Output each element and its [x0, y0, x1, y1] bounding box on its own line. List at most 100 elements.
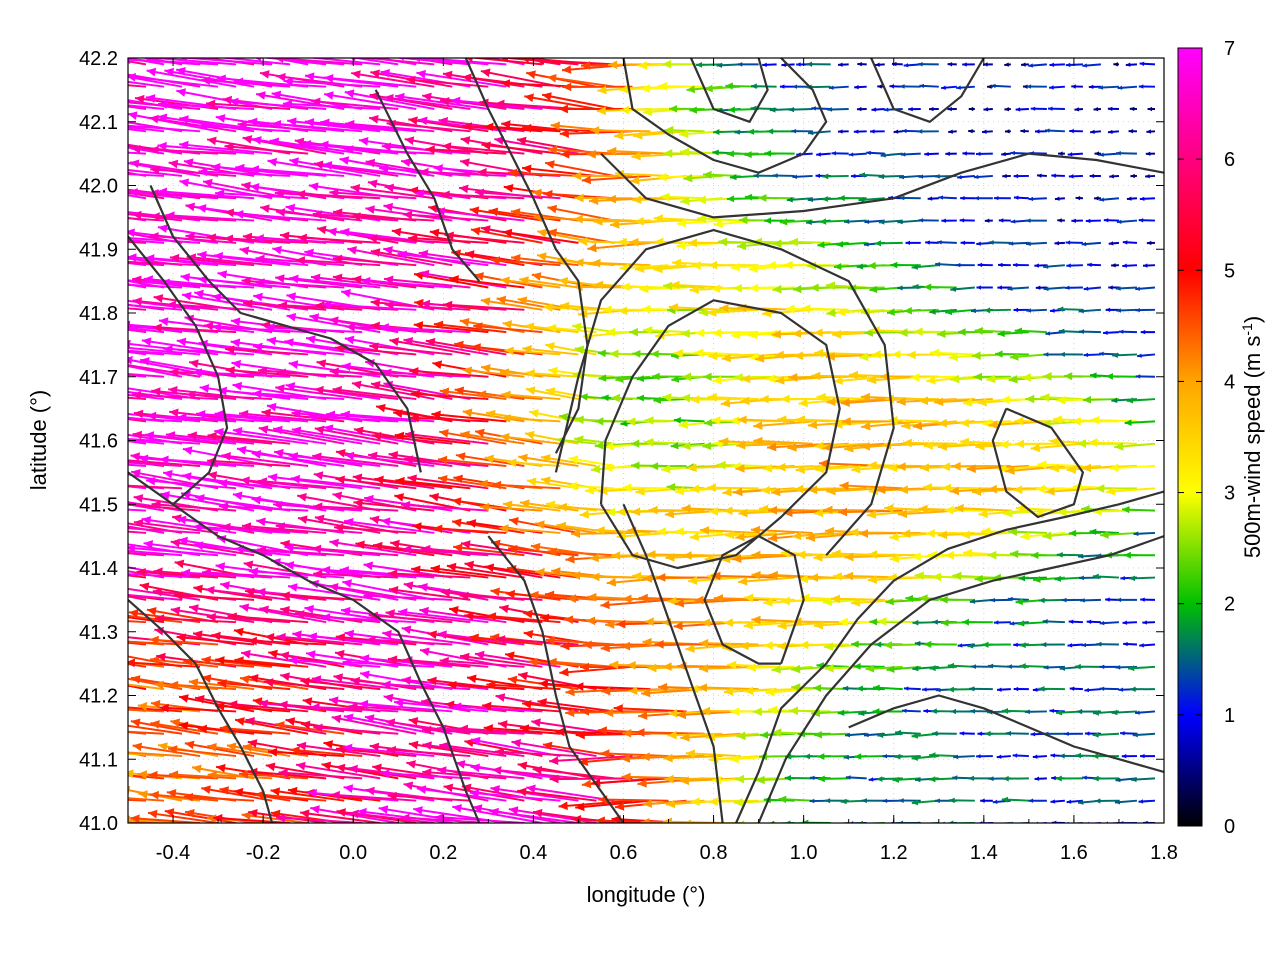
wind-vector	[546, 75, 615, 88]
wind-arrowhead	[590, 572, 600, 582]
wind-vector	[474, 191, 561, 200]
wind-arrowhead	[993, 195, 999, 201]
wind-arrowhead	[1109, 463, 1119, 473]
wind-vector	[218, 481, 309, 490]
wind-arrowhead	[680, 393, 691, 403]
wind-arrowhead	[306, 335, 316, 344]
wind-arrowhead	[962, 398, 973, 407]
wind-arrowhead	[986, 374, 996, 384]
wind-arrowhead	[718, 237, 728, 247]
wind-arrowhead	[176, 66, 186, 76]
wind-arrowhead	[170, 718, 181, 728]
wind-arrowhead	[334, 344, 345, 353]
wind-vector	[159, 706, 237, 713]
wind-arrowhead	[329, 316, 339, 325]
wind-arrowhead	[502, 500, 513, 510]
wind-arrowhead	[918, 396, 929, 406]
wind-arrowhead	[861, 421, 871, 431]
wind-arrowhead	[923, 640, 932, 648]
wind-vector	[433, 322, 507, 334]
wind-vector	[128, 595, 147, 601]
wind-arrowhead	[815, 464, 825, 474]
wind-arrowhead	[225, 366, 235, 375]
wind-vector	[247, 639, 327, 646]
wind-vector	[489, 809, 579, 823]
wind-arrowhead	[1135, 374, 1141, 379]
wind-vector	[431, 412, 507, 423]
wind-vector	[460, 542, 543, 557]
wind-arrowhead	[1082, 395, 1092, 404]
wind-arrowhead	[563, 615, 574, 625]
wind-vector	[409, 416, 489, 423]
wind-arrowhead	[948, 820, 954, 823]
wind-arrowhead	[1013, 195, 1019, 200]
wind-arrowhead	[1122, 263, 1127, 268]
wind-arrowhead	[816, 392, 826, 402]
wind-arrowhead	[469, 789, 480, 798]
wind-arrowhead	[376, 403, 386, 413]
y-tick-label: 42.1	[79, 112, 118, 134]
wind-arrowhead	[1049, 62, 1055, 67]
wind-arrowhead	[1099, 351, 1104, 357]
wind-vectors	[87, 58, 1156, 823]
wind-vector	[418, 251, 507, 267]
wind-arrowhead	[169, 253, 180, 263]
wind-arrowhead	[249, 674, 259, 683]
wind-arrowhead	[360, 670, 370, 680]
wind-arrowhead	[885, 597, 894, 606]
wind-arrowhead	[87, 586, 97, 595]
wind-arrowhead	[1042, 372, 1052, 381]
wind-arrowhead	[389, 337, 400, 346]
wind-vector	[422, 770, 507, 780]
wind-arrowhead	[1068, 529, 1077, 537]
wind-arrowhead	[1015, 107, 1021, 112]
wind-arrowhead	[1139, 643, 1144, 648]
wind-vector	[128, 255, 219, 267]
wind-vector	[353, 501, 435, 512]
wind-arrowhead	[936, 329, 946, 338]
wind-arrowhead	[636, 375, 645, 383]
wind-arrowhead	[1116, 150, 1121, 156]
wind-arrowhead	[725, 82, 733, 90]
wind-arrowhead	[408, 116, 418, 125]
wind-vector	[295, 763, 381, 780]
wind-arrowhead	[243, 560, 254, 570]
wind-arrowhead	[976, 285, 981, 290]
wind-arrowhead	[151, 500, 161, 510]
wind-arrowhead	[1034, 129, 1040, 134]
wind-vector	[355, 542, 435, 557]
wind-arrowhead	[357, 807, 367, 817]
wind-arrowhead	[987, 484, 997, 494]
wind-vector	[522, 126, 597, 133]
wind-vector	[433, 527, 507, 534]
wind-arrowhead	[911, 754, 918, 761]
wind-arrowhead	[464, 560, 475, 570]
wind-arrowhead	[300, 809, 310, 818]
wind-vector	[132, 744, 201, 758]
wind-arrowhead	[143, 540, 154, 549]
wind-arrowhead	[212, 322, 222, 332]
wind-arrowhead	[1024, 709, 1030, 715]
wind-arrowhead	[113, 69, 123, 78]
wind-arrowhead	[848, 152, 854, 157]
wind-arrowhead	[587, 243, 597, 253]
wind-arrowhead	[451, 96, 461, 106]
wind-arrowhead	[620, 420, 628, 427]
wind-vector	[297, 236, 381, 244]
wind-arrowhead	[777, 641, 787, 651]
wind-arrowhead	[927, 196, 933, 201]
wind-vector	[685, 752, 741, 758]
wind-arrowhead	[788, 373, 798, 382]
wind-vector	[128, 440, 147, 445]
wind-arrowhead	[500, 58, 509, 63]
wind-arrowhead	[288, 656, 298, 665]
wind-arrowhead	[967, 643, 974, 649]
wind-arrowhead	[934, 798, 940, 804]
wind-arrowhead	[648, 505, 658, 515]
wind-arrowhead	[511, 254, 521, 263]
wind-arrowhead	[809, 775, 815, 781]
wind-vector	[296, 743, 381, 758]
wind-arrowhead	[1113, 62, 1118, 67]
wind-arrowhead	[481, 141, 491, 150]
wind-arrowhead	[840, 398, 850, 407]
